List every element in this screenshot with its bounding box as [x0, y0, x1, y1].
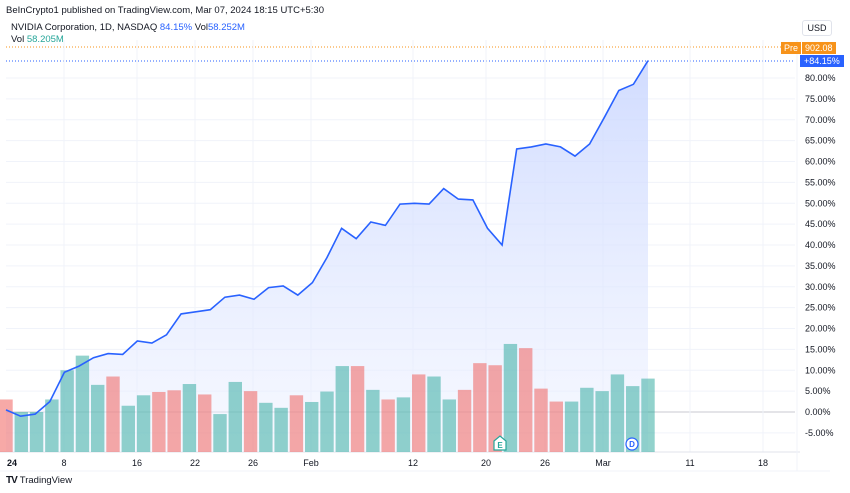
volume-bar: [198, 394, 212, 452]
change-value: 84.15%: [159, 22, 193, 33]
volume-bar: [182, 384, 197, 452]
volume-bar: [152, 391, 166, 452]
volume-bar: [305, 401, 319, 452]
pre-market-badge: Pre 902.08: [781, 42, 836, 54]
volume-bar: [641, 378, 655, 452]
y-tick-label: 20.00%: [805, 324, 836, 334]
y-tick-label: 0.00%: [805, 407, 831, 417]
volume-bar: [580, 387, 594, 452]
volume-bar: [366, 389, 380, 452]
volume-bar: [381, 399, 395, 452]
volume-bar: [595, 391, 609, 452]
y-tick-label: 25.00%: [805, 303, 836, 313]
volume-bar: [136, 395, 151, 452]
vol2-label[interactable]: Vol: [11, 34, 25, 45]
volume-bar: [457, 389, 472, 452]
x-tick-label: 11: [685, 458, 694, 468]
volume-bar: [274, 407, 288, 452]
y-tick-label: 70.00%: [805, 115, 836, 125]
volume-bar: [412, 374, 426, 452]
area-fill: [6, 60, 648, 452]
y-tick-label: 65.00%: [805, 136, 836, 146]
volume-bar: [549, 401, 563, 452]
x-tick-label: 20: [481, 458, 491, 468]
volume-bar: [503, 343, 518, 452]
chart-legend: NVIDIA Corporation, 1D, NASDAQ 84.15% Vo…: [11, 22, 245, 46]
y-tick-label: 5.00%: [805, 386, 831, 396]
x-tick-label: 16: [132, 458, 142, 468]
volume-bar: [29, 412, 44, 452]
pre-value: 902.08: [802, 42, 836, 54]
volume-bar: [442, 399, 456, 452]
x-tick-label: 24: [7, 458, 17, 468]
volume-bar: [75, 355, 90, 452]
x-tick-label: 26: [248, 458, 258, 468]
y-tick-label: 50.00%: [805, 198, 836, 208]
current-change-badge: +84.15%: [800, 55, 844, 67]
volume-bar: [121, 405, 135, 452]
volume-bar: [564, 401, 579, 452]
volume-bar: [610, 374, 625, 452]
volume-bar: [534, 388, 548, 452]
volume-bar: [14, 412, 28, 452]
vol-value: 58.252M: [207, 22, 245, 33]
volume-bar: [396, 397, 411, 452]
volume-bar: [488, 365, 502, 452]
y-tick-label: 60.00%: [805, 157, 836, 167]
volume-bar: [519, 348, 533, 452]
svg-text:E: E: [497, 441, 503, 450]
y-tick-label: 10.00%: [805, 365, 836, 375]
y-tick-label: 75.00%: [805, 94, 836, 104]
earnings-marker-icon: [493, 435, 507, 451]
tradingview-logo-icon: TV: [6, 475, 18, 486]
volume-bar: [0, 399, 13, 452]
x-tick-label: 12: [408, 458, 418, 468]
volume-bar: [350, 366, 365, 452]
vol-label: Vol: [194, 22, 208, 33]
x-tick-label: Mar: [595, 458, 611, 468]
volume-bar: [60, 370, 74, 452]
volume-bar: [91, 384, 105, 452]
x-tick-label: 8: [61, 458, 66, 468]
volume-bar: [243, 391, 258, 452]
volume-bar: [106, 376, 120, 452]
legend-row-volume: Vol 58.205M: [11, 34, 245, 46]
volume-bar: [473, 363, 487, 452]
y-tick-label: 15.00%: [805, 344, 836, 354]
x-tick-label: 26: [540, 458, 550, 468]
y-tick-label: 40.00%: [805, 240, 836, 250]
y-tick-label: 30.00%: [805, 282, 836, 292]
publish-info: BeInCrypto1 published on TradingView.com…: [6, 5, 325, 16]
brand-name: TradingView: [19, 475, 73, 486]
volume-bar: [213, 414, 227, 452]
dividend-marker-icon: [625, 437, 639, 451]
y-tick-label: 45.00%: [805, 219, 836, 229]
volume-bar: [320, 391, 334, 452]
price-line: [5, 60, 649, 418]
tradingview-brand[interactable]: TV TradingView: [6, 475, 72, 486]
volume-bar: [626, 386, 640, 452]
y-tick-label: -5.00%: [805, 428, 834, 438]
svg-text:D: D: [629, 440, 635, 449]
legend-row-main: NVIDIA Corporation, 1D, NASDAQ 84.15% Vo…: [11, 22, 245, 34]
volume-bar: [427, 376, 441, 452]
volume-bar: [167, 390, 181, 452]
volume-bar: [289, 395, 304, 452]
x-tick-label: Feb: [303, 458, 319, 468]
y-tick-label: 55.00%: [805, 177, 836, 187]
pre-label: Pre: [781, 42, 802, 54]
volume-bar: [45, 399, 59, 452]
y-tick-label: 80.00%: [805, 73, 836, 83]
volume-bar: [228, 381, 242, 452]
volume-bar: [335, 366, 349, 452]
x-tick-label: 18: [758, 458, 768, 468]
currency-button[interactable]: USD: [802, 20, 832, 36]
y-tick-label: 35.00%: [805, 261, 836, 271]
symbol-name[interactable]: NVIDIA Corporation, 1D, NASDAQ: [11, 22, 158, 33]
volume-bar: [259, 402, 273, 452]
x-tick-label: 22: [190, 458, 200, 468]
vol2-value: 58.205M: [26, 34, 64, 45]
